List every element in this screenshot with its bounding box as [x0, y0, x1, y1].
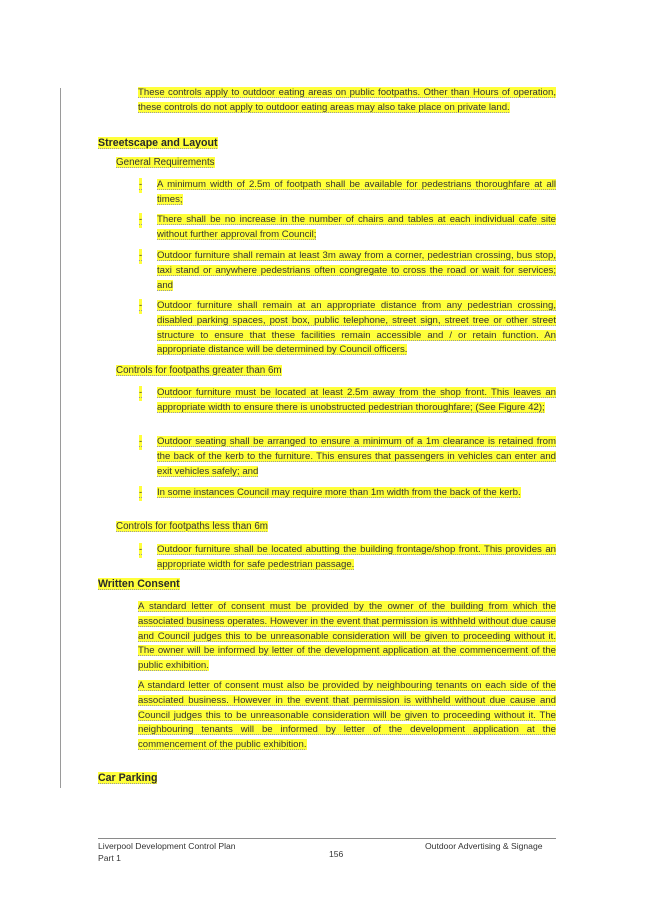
bullet-mark: - [139, 249, 143, 264]
page-number: 156 [329, 849, 344, 859]
footer-divider [98, 838, 556, 839]
bullet-text: Outdoor furniture shall remain at least … [157, 250, 556, 291]
consent-paragraph-owner: A standard letter of consent must be pro… [138, 601, 556, 672]
bullet-mark: - [139, 386, 143, 401]
bullet-mark: - [139, 213, 143, 228]
bullet-text: There shall be no increase in the number… [157, 214, 556, 240]
bullet-text: Outdoor furniture shall remain at an app… [157, 300, 556, 356]
heading-written-consent: Written Consent [98, 578, 180, 590]
subheading-general: General Requirements [116, 157, 215, 168]
bullet-mark: - [139, 486, 143, 501]
change-bar [60, 88, 61, 788]
consent-paragraph-neighbours: A standard letter of consent must also b… [138, 680, 556, 751]
footer-part: Part 1 [98, 853, 121, 863]
intro-paragraph: These controls apply to outdoor eating a… [138, 87, 556, 113]
bullet-text: A minimum width of 2.5m of footpath shal… [157, 179, 556, 205]
bullet-text: Outdoor seating shall be arranged to ens… [157, 436, 556, 477]
bullet-mark: - [139, 543, 143, 558]
footer-doc-title: Liverpool Development Control Plan [98, 841, 236, 851]
subheading-less-6m: Controls for footpaths less than 6m [116, 521, 268, 532]
bullet-mark: - [139, 299, 143, 314]
heading-car-parking: Car Parking [98, 772, 158, 784]
bullet-text: In some instances Council may require mo… [157, 487, 521, 498]
footer-section-title: Outdoor Advertising & Signage [425, 841, 543, 851]
bullet-mark: - [139, 435, 143, 450]
bullet-mark: - [139, 178, 143, 193]
bullet-text: Outdoor furniture shall be located abutt… [157, 544, 556, 570]
heading-streetscape: Streetscape and Layout [98, 137, 218, 149]
subheading-greater-6m: Controls for footpaths greater than 6m [116, 365, 282, 376]
bullet-text: Outdoor furniture must be located at lea… [157, 387, 556, 413]
